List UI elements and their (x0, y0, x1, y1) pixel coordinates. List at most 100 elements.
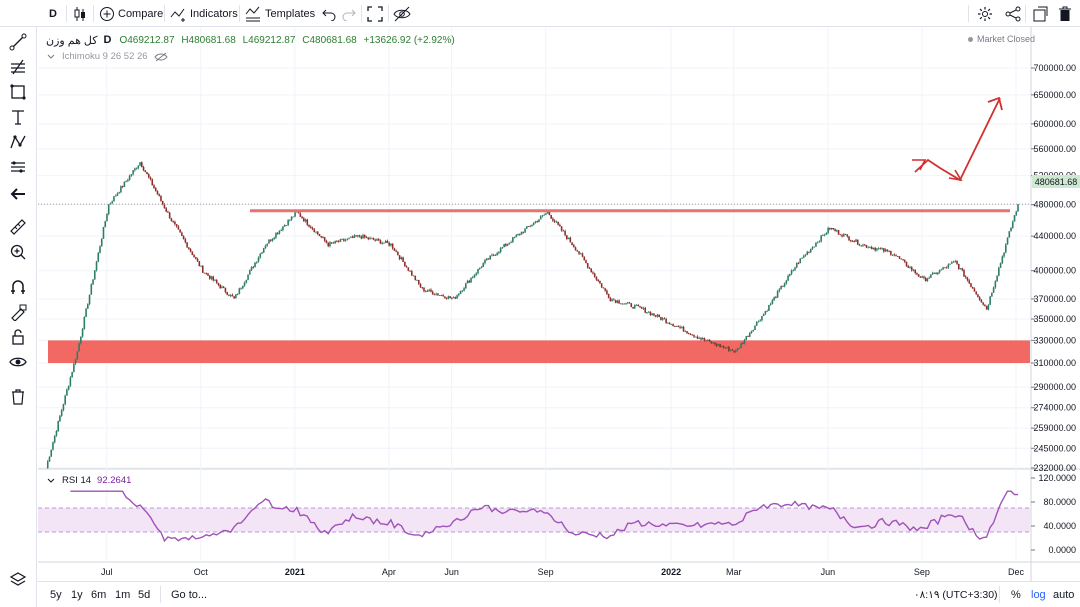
candle-up (329, 242, 331, 247)
candle-up (53, 435, 56, 443)
candle-up (656, 314, 659, 317)
ichimoku-legend[interactable]: Ichimoku 9 26 52 26 (46, 50, 168, 63)
candle-down (222, 286, 225, 288)
candle-down (559, 224, 561, 227)
prediction-icon[interactable] (7, 156, 29, 178)
symbol-name[interactable]: کل هم وزن (46, 34, 98, 47)
candle-up (855, 239, 857, 242)
indicators-button[interactable]: Indicators (170, 0, 238, 27)
pitchfork-icon[interactable] (7, 56, 29, 78)
undo-button[interactable] (322, 0, 336, 27)
eye-icon[interactable] (7, 351, 29, 373)
trendline-icon[interactable] (7, 31, 29, 53)
candle-down (437, 293, 439, 296)
candle-up (135, 168, 138, 170)
time-tick-label: 2022 (661, 567, 681, 577)
candle-up (768, 304, 770, 311)
candle-down (215, 280, 218, 283)
candle-up (991, 292, 993, 297)
candle-up (85, 308, 87, 317)
candle-up (515, 234, 518, 238)
rsi-legend[interactable]: RSI 14 92.2641 (46, 474, 131, 487)
rsi-band (38, 508, 1030, 532)
templates-label: Templates (265, 7, 316, 20)
candle-down (844, 234, 847, 236)
share-button[interactable] (1005, 0, 1021, 27)
toolbar-divider (1025, 5, 1026, 22)
candle-down (797, 263, 800, 264)
candle-up (480, 267, 483, 268)
candle-up (994, 281, 997, 288)
candle-up (447, 296, 450, 299)
rsi-pane (38, 490, 1030, 543)
clock-display[interactable]: ۰۸:۱۹ (UTC+3:30) (914, 588, 998, 601)
goto-button[interactable]: Go to... (171, 588, 208, 601)
interval-button[interactable]: D (49, 0, 57, 27)
text-icon[interactable] (7, 106, 29, 128)
candle-up (348, 237, 350, 239)
redo-button[interactable] (342, 0, 356, 27)
range-1y[interactable]: 1y (71, 588, 83, 601)
candle-down (592, 272, 594, 274)
candle-up (353, 235, 356, 238)
candle-up (621, 303, 624, 305)
time-axis: Jul Oct 2021 Apr Jun Sep 2022 Mar Jun Sep Dec (101, 567, 1025, 577)
templates-button[interactable]: Templates (245, 0, 315, 27)
price-tick-label: 245000.00 (1033, 443, 1076, 453)
range-5y[interactable]: 5y (50, 588, 62, 601)
candle-down (714, 342, 716, 345)
object-tree-icon[interactable] (7, 569, 29, 591)
percent-toggle[interactable]: % (1011, 588, 1021, 601)
candle-up (113, 196, 115, 202)
auto-toggle[interactable]: auto (1053, 588, 1075, 601)
candle-down (419, 283, 422, 288)
candle-down (309, 226, 312, 228)
rectangle-icon[interactable] (7, 81, 29, 103)
magnet-icon[interactable] (7, 276, 29, 298)
candle-up (546, 211, 549, 214)
candle-up (717, 344, 720, 346)
trash-icon[interactable] (7, 386, 29, 408)
range-5d[interactable]: 5d (138, 588, 151, 601)
collapse-chevron-icon[interactable] (46, 52, 56, 62)
candle-down (536, 221, 539, 223)
chart-type-button[interactable] (73, 0, 87, 27)
remove-button[interactable] (1058, 0, 1072, 27)
top-toolbar: D Compare Indicators Templates (0, 0, 1080, 27)
pattern-icon[interactable] (7, 131, 29, 153)
log-toggle[interactable]: log (1031, 588, 1046, 601)
zoom-in-icon[interactable] (7, 241, 29, 263)
candle-down (151, 179, 154, 186)
range-1m[interactable]: 1m (115, 588, 131, 601)
price-tick-label: 290000.00 (1033, 382, 1076, 392)
settings-button[interactable] (977, 0, 993, 27)
candle-up (525, 226, 528, 229)
candle-up (759, 320, 761, 322)
candle-down (599, 280, 601, 284)
range-6m[interactable]: 6m (91, 588, 107, 601)
time-tick-label: Apr (382, 567, 396, 577)
candle-up (998, 267, 1000, 276)
lock-drawings-icon[interactable] (7, 301, 29, 323)
candle-down (917, 274, 920, 277)
ruler-icon[interactable] (7, 216, 29, 238)
candle-down (907, 266, 910, 268)
candle-up (811, 247, 814, 249)
hide-drawings-button[interactable] (393, 0, 411, 27)
unlock-icon[interactable] (7, 326, 29, 348)
candle-up (104, 221, 107, 228)
candle-down (519, 233, 521, 235)
candle-down (687, 333, 690, 335)
market-status: Market Closed (968, 34, 1035, 44)
back-arrow-icon[interactable] (7, 183, 29, 205)
eye-off-icon[interactable] (153, 52, 168, 62)
collapse-chevron-icon[interactable] (46, 476, 56, 486)
candle-down (386, 240, 389, 243)
candle-up (1013, 215, 1016, 222)
fullscreen-button[interactable] (367, 0, 383, 27)
compare-button[interactable]: Compare (99, 0, 163, 27)
snapshot-button[interactable] (1032, 0, 1048, 27)
candle-down (837, 230, 840, 235)
time-tick-label: Sep (914, 567, 930, 577)
